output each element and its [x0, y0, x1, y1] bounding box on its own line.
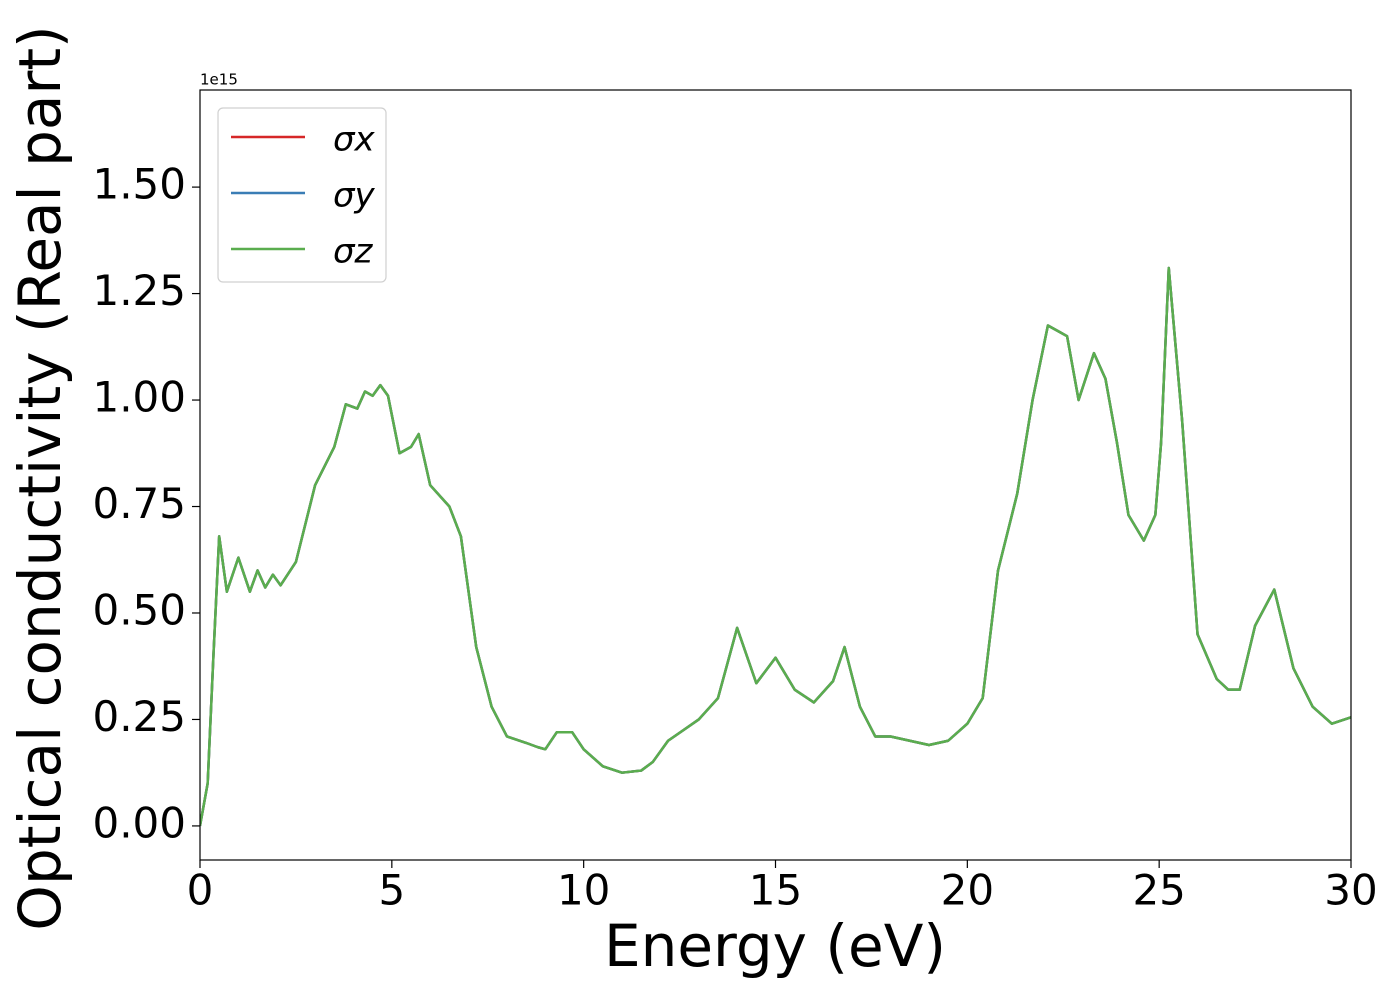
plot-frame: [199, 89, 1352, 861]
x-tick-label: 15: [749, 866, 802, 915]
x-tick-label: 25: [1132, 866, 1185, 915]
legend-label: σx: [333, 120, 376, 160]
y-tick-label: 1.50: [92, 160, 186, 209]
y-offset-label: 1e15: [200, 71, 238, 89]
y-axis-label: Optical conductivity (Real part): [6, 25, 74, 930]
x-tick-label: 30: [1324, 866, 1377, 915]
legend-label: σz: [333, 232, 374, 272]
line-series: [200, 266, 1351, 827]
x-tick-label: 10: [557, 866, 610, 915]
y-tick-label: 0.50: [92, 585, 186, 634]
x-tick-label: 5: [378, 866, 405, 915]
y-tick-label: 1.25: [92, 266, 186, 315]
x-tick-label: 20: [941, 866, 994, 915]
y-tick-label: 0.75: [92, 479, 186, 528]
x-tick-label: 0: [187, 866, 214, 915]
y-tick-label: 0.00: [92, 798, 186, 847]
y-tick-label: 0.25: [92, 692, 186, 741]
x-axis-label: Energy (eV): [604, 912, 946, 980]
y-tick-label: 1.00: [92, 373, 186, 422]
legend-label: σy: [333, 176, 376, 216]
legend-box: [217, 107, 387, 283]
